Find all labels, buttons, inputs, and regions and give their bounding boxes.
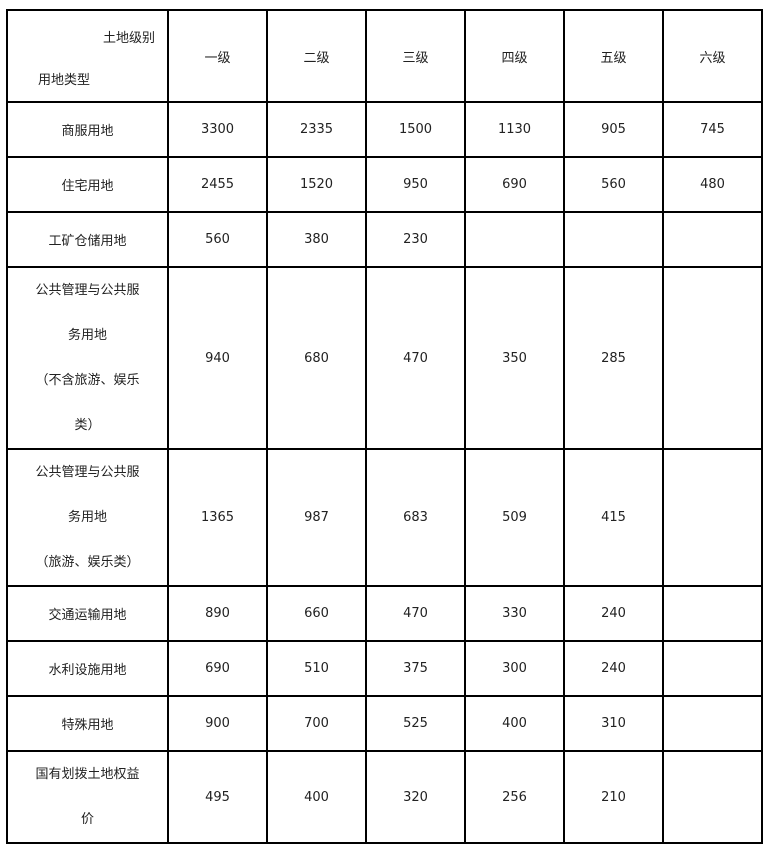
table-row: 住宅用地 2455 1520 950 690 560 480	[6, 156, 763, 213]
price-cell	[662, 750, 763, 844]
price-cell: 3300	[167, 101, 268, 158]
price-cell: 509	[464, 448, 565, 587]
price-cell	[662, 640, 763, 697]
land-use-type-text: 住宅用地	[61, 179, 114, 194]
land-level-label: 土地级别	[102, 31, 155, 46]
header-row: 土地级别 用地类型 一级 二级 三级 四级 五级 六级	[6, 9, 763, 103]
level-header: 四级	[464, 9, 565, 103]
price-cell: 1365	[167, 448, 268, 587]
land-use-type-text: 商服用地	[61, 124, 114, 139]
price-cell	[662, 266, 763, 450]
table-row: 商服用地 3300 2335 1500 1130 905 745	[6, 101, 763, 158]
price-cell	[662, 448, 763, 587]
land-use-type-cell: 住宅用地	[6, 156, 169, 213]
land-use-type-text: 交通运输用地	[48, 608, 127, 623]
land-use-type-text: 价	[80, 812, 94, 827]
land-use-type-text: （旅游、娱乐类）	[35, 555, 140, 570]
price-cell: 300	[464, 640, 565, 697]
land-price-table: 土地级别 用地类型 一级 二级 三级 四级 五级 六级 商服用地 3300 2335…	[6, 9, 763, 844]
price-cell: 210	[563, 750, 664, 844]
table-row: 公共管理与公共服 务用地 （不含旅游、娱乐 类） 940 680 470 350 285	[6, 266, 763, 450]
price-cell: 330	[464, 585, 565, 642]
land-use-type-text: 公共管理与公共服	[35, 283, 140, 298]
price-cell: 1130	[464, 101, 565, 158]
land-use-type-cell: 公共管理与公共服 务用地 （旅游、娱乐类）	[6, 448, 169, 587]
level-header: 三级	[365, 9, 466, 103]
price-cell: 400	[266, 750, 367, 844]
price-cell: 320	[365, 750, 466, 844]
land-use-type-label: 用地类型	[38, 73, 91, 88]
price-cell: 240	[563, 585, 664, 642]
price-cell: 560	[563, 156, 664, 213]
level-header: 五级	[563, 9, 664, 103]
table-row: 交通运输用地 890 660 470 330 240	[6, 585, 763, 642]
price-cell: 510	[266, 640, 367, 697]
table-row: 国有划拨土地权益价 495 400 320 256 210	[6, 750, 763, 844]
table-row: 公共管理与公共服 务用地 （旅游、娱乐类） 1365 987 683 509 415	[6, 448, 763, 587]
price-cell: 240	[563, 640, 664, 697]
price-cell: 480	[662, 156, 763, 213]
land-use-type-cell: 工矿仓储用地	[6, 211, 169, 268]
price-cell: 2455	[167, 156, 268, 213]
price-cell: 905	[563, 101, 664, 158]
price-cell: 680	[266, 266, 367, 450]
land-use-type-text: 工矿仓储用地	[48, 234, 127, 249]
price-cell: 700	[266, 695, 367, 752]
price-cell	[662, 585, 763, 642]
price-cell: 380	[266, 211, 367, 268]
price-cell: 470	[365, 585, 466, 642]
price-cell: 2335	[266, 101, 367, 158]
price-cell: 890	[167, 585, 268, 642]
price-cell: 256	[464, 750, 565, 844]
corner-header-cell: 土地级别 用地类型	[6, 9, 169, 103]
price-cell: 660	[266, 585, 367, 642]
land-use-type-cell: 特殊用地	[6, 695, 169, 752]
price-cell	[662, 211, 763, 268]
price-cell	[563, 211, 664, 268]
price-cell: 400	[464, 695, 565, 752]
land-use-type-cell: 交通运输用地	[6, 585, 169, 642]
price-cell: 470	[365, 266, 466, 450]
price-cell: 1520	[266, 156, 367, 213]
price-cell: 900	[167, 695, 268, 752]
price-cell: 950	[365, 156, 466, 213]
land-use-type-text: 水利设施用地	[48, 663, 127, 678]
level-header: 二级	[266, 9, 367, 103]
price-cell	[662, 695, 763, 752]
land-use-type-text: 国有划拨土地权益	[35, 767, 140, 782]
land-use-type-text: （不含旅游、娱乐	[35, 373, 140, 388]
price-cell: 310	[563, 695, 664, 752]
level-header: 一级	[167, 9, 268, 103]
price-cell: 1500	[365, 101, 466, 158]
land-use-type-text: 特殊用地	[61, 718, 114, 733]
price-cell: 690	[464, 156, 565, 213]
price-cell: 745	[662, 101, 763, 158]
land-use-type-cell: 国有划拨土地权益价	[6, 750, 169, 844]
land-use-type-cell: 商服用地	[6, 101, 169, 158]
land-use-type-text: 类）	[74, 418, 101, 433]
land-use-type-cell: 水利设施用地	[6, 640, 169, 697]
land-use-type-text: 务用地	[67, 510, 107, 525]
price-cell: 560	[167, 211, 268, 268]
table-row: 工矿仓储用地 560 380 230	[6, 211, 763, 268]
price-cell: 350	[464, 266, 565, 450]
land-use-type-text: 公共管理与公共服	[35, 465, 140, 480]
price-cell: 525	[365, 695, 466, 752]
price-cell: 285	[563, 266, 664, 450]
land-use-type-text: 务用地	[67, 328, 107, 343]
price-cell: 230	[365, 211, 466, 268]
price-cell: 690	[167, 640, 268, 697]
price-cell: 495	[167, 750, 268, 844]
price-cell: 415	[563, 448, 664, 587]
price-cell: 987	[266, 448, 367, 587]
price-cell: 375	[365, 640, 466, 697]
table-row: 特殊用地 900 700 525 400 310	[6, 695, 763, 752]
table-row: 水利设施用地 690 510 375 300 240	[6, 640, 763, 697]
price-cell: 683	[365, 448, 466, 587]
land-use-type-cell: 公共管理与公共服 务用地 （不含旅游、娱乐 类）	[6, 266, 169, 450]
level-header: 六级	[662, 9, 763, 103]
price-cell: 940	[167, 266, 268, 450]
price-cell	[464, 211, 565, 268]
